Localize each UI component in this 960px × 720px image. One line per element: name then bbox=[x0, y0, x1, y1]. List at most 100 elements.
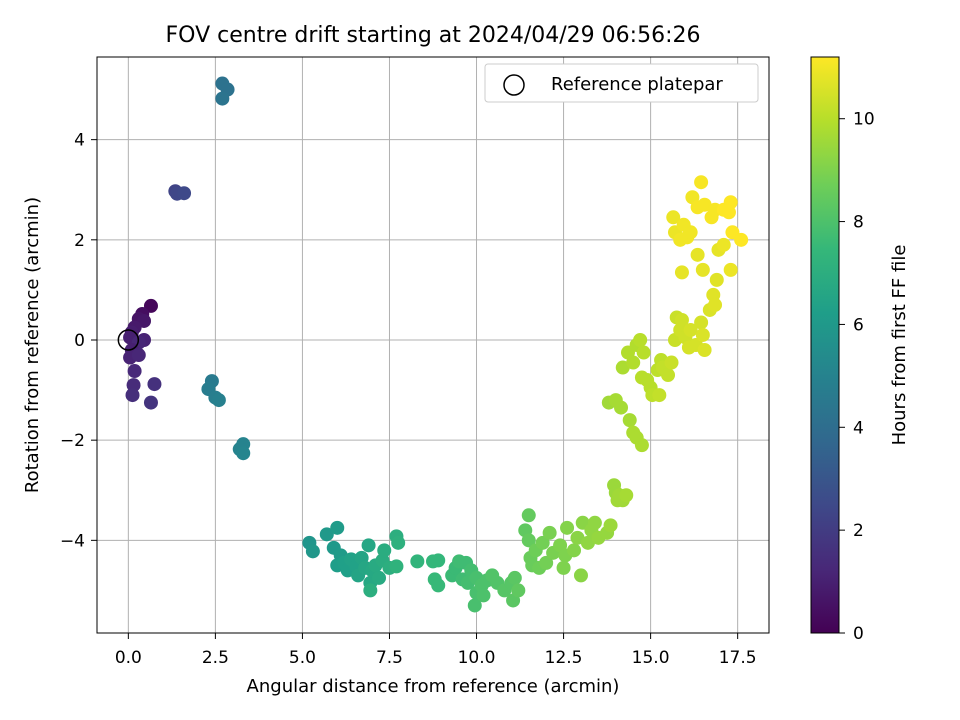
data-point bbox=[542, 525, 557, 540]
grid-lines bbox=[97, 57, 769, 633]
x-tick-label: 15.0 bbox=[632, 648, 670, 668]
data-point bbox=[507, 570, 522, 585]
x-tick-label: 5.0 bbox=[289, 648, 316, 668]
data-point bbox=[716, 237, 731, 252]
data-point bbox=[723, 262, 738, 277]
data-point bbox=[361, 538, 376, 553]
data-point bbox=[521, 533, 536, 548]
data-point bbox=[573, 568, 588, 583]
data-point bbox=[622, 413, 637, 428]
data-point bbox=[431, 578, 446, 593]
data-point bbox=[131, 348, 146, 363]
data-point bbox=[734, 232, 749, 247]
data-point bbox=[211, 393, 226, 408]
x-tick-label: 2.5 bbox=[202, 648, 229, 668]
data-point bbox=[683, 225, 698, 240]
data-point bbox=[567, 543, 582, 558]
data-point bbox=[661, 368, 676, 383]
data-point bbox=[708, 297, 723, 312]
colorbar-tick-label: 2 bbox=[853, 521, 864, 541]
colorbar-tick-label: 0 bbox=[853, 624, 864, 644]
colorbar bbox=[810, 56, 840, 634]
y-axis-ticks: −4 −2 0 2 4 bbox=[60, 131, 97, 551]
colorbar-tick-label: 6 bbox=[853, 315, 864, 335]
data-point bbox=[125, 388, 140, 403]
data-point bbox=[587, 515, 602, 530]
y-tick-label: 2 bbox=[74, 231, 85, 251]
x-tick-label: 10.0 bbox=[458, 648, 496, 668]
data-point bbox=[652, 388, 667, 403]
data-point bbox=[389, 559, 404, 574]
data-point bbox=[391, 535, 406, 550]
data-point bbox=[695, 262, 710, 277]
data-point bbox=[305, 544, 320, 559]
y-tick-label: −4 bbox=[60, 531, 85, 551]
data-point bbox=[236, 446, 251, 461]
data-point bbox=[694, 315, 709, 330]
legend-label: Reference platepar bbox=[551, 74, 723, 95]
data-point bbox=[723, 195, 738, 210]
reference-platepar-marker bbox=[117, 329, 140, 351]
data-point bbox=[695, 327, 710, 342]
data-point bbox=[521, 508, 536, 523]
legend-marker-icon bbox=[503, 74, 525, 96]
data-point bbox=[511, 583, 526, 598]
data-point bbox=[377, 543, 392, 558]
axes-frame bbox=[96, 56, 770, 634]
data-point bbox=[697, 343, 712, 358]
data-point bbox=[709, 272, 724, 287]
data-point bbox=[535, 535, 550, 550]
x-tick-label: 7.5 bbox=[376, 648, 403, 668]
data-point bbox=[363, 583, 378, 598]
reference-marker bbox=[117, 329, 140, 351]
data-point bbox=[664, 355, 679, 370]
y-tick-label: 0 bbox=[74, 331, 85, 351]
colorbar-ticks: 0 2 4 6 8 10 bbox=[839, 110, 875, 644]
data-point bbox=[636, 345, 651, 360]
colorbar-tick-label: 10 bbox=[853, 110, 875, 130]
colorbar-label: Hours from first FF file bbox=[889, 245, 910, 446]
data-point bbox=[556, 560, 571, 575]
data-point bbox=[570, 530, 585, 545]
data-point bbox=[372, 570, 387, 585]
legend-box bbox=[484, 63, 759, 103]
data-point bbox=[633, 332, 648, 347]
data-point bbox=[319, 527, 334, 542]
y-tick-label: −2 bbox=[60, 431, 85, 451]
data-point bbox=[539, 555, 554, 570]
x-tick-label: 0.0 bbox=[115, 648, 142, 668]
x-tick-label: 17.5 bbox=[719, 648, 757, 668]
data-point bbox=[467, 598, 482, 613]
data-point bbox=[603, 518, 618, 533]
data-point bbox=[143, 395, 158, 410]
colorbar-tick-label: 8 bbox=[853, 213, 864, 233]
data-point bbox=[619, 488, 634, 503]
data-point bbox=[697, 197, 712, 212]
y-tick-label: 4 bbox=[74, 131, 85, 151]
legend: Reference platepar bbox=[484, 63, 759, 103]
data-point bbox=[674, 312, 689, 327]
data-point bbox=[634, 438, 649, 453]
chart-title: FOV centre drift starting at 2024/04/29 … bbox=[166, 23, 701, 48]
data-point bbox=[615, 360, 630, 375]
data-point bbox=[431, 553, 446, 568]
data-point bbox=[177, 186, 192, 201]
x-tick-label: 12.5 bbox=[545, 648, 583, 668]
data-point bbox=[683, 322, 698, 337]
data-points bbox=[123, 76, 749, 613]
y-axis-label: Rotation from reference (arcmin) bbox=[22, 197, 43, 493]
data-point bbox=[694, 175, 709, 190]
data-point bbox=[410, 554, 425, 569]
data-point bbox=[690, 247, 705, 262]
data-point bbox=[626, 355, 641, 370]
data-point bbox=[674, 265, 689, 280]
data-point bbox=[215, 91, 230, 106]
x-axis-label: Angular distance from reference (arcmin) bbox=[247, 676, 620, 697]
data-point bbox=[560, 520, 575, 535]
data-point bbox=[476, 588, 491, 603]
colorbar-tick-label: 4 bbox=[853, 418, 864, 438]
data-point bbox=[614, 400, 629, 415]
x-axis-ticks: 0.0 2.5 5.0 7.5 10.0 12.5 15.0 17.5 bbox=[115, 633, 757, 668]
data-point bbox=[580, 535, 595, 550]
